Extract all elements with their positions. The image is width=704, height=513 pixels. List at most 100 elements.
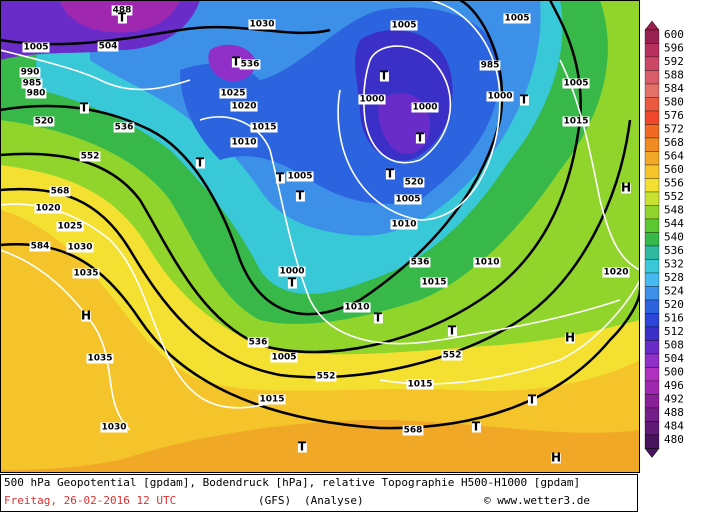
isobar-label-bg: [34, 203, 62, 214]
pressure-center-bg: [527, 395, 537, 406]
colorbar-label: 600: [664, 28, 684, 41]
colorbar-cell: [644, 245, 660, 260]
colorbar-label: 532: [664, 258, 684, 271]
colorbar-label: 560: [664, 163, 684, 176]
pressure-center-bg: [81, 311, 91, 322]
isobar-label: 1005: [395, 195, 420, 205]
colorbar-label: 536: [664, 244, 684, 257]
colorbar-label: 480: [664, 433, 684, 446]
pressure-center: H: [621, 181, 631, 195]
pressure-center: T: [298, 440, 307, 454]
colorbar-cap: [644, 448, 660, 458]
isobar-label: 1015: [251, 123, 276, 133]
footer-date: Freitag, 26-02-2016 12 UTC: [4, 494, 176, 507]
colorbar-cell: [644, 340, 660, 355]
isobar-label-bg: [390, 20, 418, 31]
pressure-center: H: [551, 451, 561, 465]
colorbar-cell: [644, 70, 660, 85]
isobar-label-bg: [602, 267, 630, 278]
isobar-label: 1000: [487, 92, 512, 102]
colorbar-label: 528: [664, 271, 684, 284]
map-field: [0, 0, 640, 473]
height-label-bg: [97, 41, 119, 52]
height-label-bg: [111, 5, 133, 16]
colorbar-label: 568: [664, 136, 684, 149]
height-label: 552: [317, 372, 336, 382]
colorbar-cell: [644, 313, 660, 328]
map-frame: [0, 0, 640, 473]
height-label-bg: [33, 116, 55, 127]
pressure-center-bg: [117, 13, 127, 24]
colorbar-cell: [644, 205, 660, 220]
height-label: 536: [411, 258, 430, 268]
colorbar-cap: [644, 20, 660, 31]
colorbar-label: 488: [664, 406, 684, 419]
isobar-label: 1035: [73, 269, 98, 279]
colorbar-cell: [644, 407, 660, 422]
pressure-center-bg: [297, 442, 307, 453]
pressure-center-bg: [295, 191, 305, 202]
isobars: [0, 0, 640, 431]
colorbar-label: 492: [664, 393, 684, 406]
pressure-center-bg: [471, 422, 481, 433]
pressure-center: T: [296, 189, 305, 203]
colorbar-cell: [644, 421, 660, 436]
colorbar-cell: [644, 232, 660, 247]
pressure-center-bg: [385, 169, 395, 180]
height-label: 552: [443, 351, 462, 361]
isobar-label-bg: [286, 171, 314, 182]
height-label-bg: [239, 59, 261, 70]
height-label: 568: [404, 426, 423, 436]
pressure-center-bg: [231, 57, 241, 68]
isobar-label-bg: [394, 194, 422, 205]
height-label: 488: [113, 6, 132, 16]
colorbar-label: 520: [664, 298, 684, 311]
isobar-label: 1010: [231, 138, 256, 148]
colorbar-cell: [644, 380, 660, 395]
colorbar-label: 588: [664, 69, 684, 82]
footer-line1: 500 hPa Geopotential [gpdam], Bodendruck…: [4, 476, 580, 489]
colorbar-label: 544: [664, 217, 684, 230]
colorbar-cell: [644, 137, 660, 152]
pressure-center: T: [380, 69, 389, 83]
pressure-center-bg: [287, 278, 297, 289]
isobar-label-bg: [56, 221, 84, 232]
colorbar-cell: [644, 56, 660, 71]
isobar-label-bg: [358, 94, 386, 105]
colorbar-label: 524: [664, 285, 684, 298]
colorbar-cell: [644, 299, 660, 314]
colorbar-label: 484: [664, 420, 684, 433]
colorbar-label: 564: [664, 150, 684, 163]
isobar-label-bg: [420, 277, 448, 288]
height-label-bg: [247, 337, 269, 348]
pressure-center: H: [81, 309, 91, 323]
height-label: 536: [241, 60, 260, 70]
pressure-center: T: [276, 171, 285, 185]
height-label-bg: [79, 151, 101, 162]
isobar-label: 1010: [391, 220, 416, 230]
isobar-label-bg: [100, 422, 128, 433]
height-label: 536: [115, 123, 134, 133]
isobar-label: 1005: [391, 21, 416, 31]
isobar-label: 1030: [101, 423, 126, 433]
isobar-label-bg: [479, 60, 501, 71]
isobar-label: 1025: [220, 89, 245, 99]
pressure-center: T: [386, 167, 395, 181]
pressure-center-bg: [415, 133, 425, 144]
pressure-center-bg: [373, 313, 383, 324]
isobar-label: 1000: [359, 95, 384, 105]
pressure-center-bg: [379, 71, 389, 82]
isobar-label-bg: [230, 101, 258, 112]
height-label-bg: [315, 371, 337, 382]
isobar-label: 1005: [563, 79, 588, 89]
colorbar-label: 596: [664, 42, 684, 55]
isobar-label: 1035: [87, 354, 112, 364]
colorbar-label: 552: [664, 190, 684, 203]
footer-model: (GFS): [258, 494, 291, 507]
isobar-label: 1005: [271, 353, 296, 363]
height-label-bg: [409, 257, 431, 268]
pressure-center: T: [374, 311, 383, 325]
isobar-label-bg: [86, 353, 114, 364]
